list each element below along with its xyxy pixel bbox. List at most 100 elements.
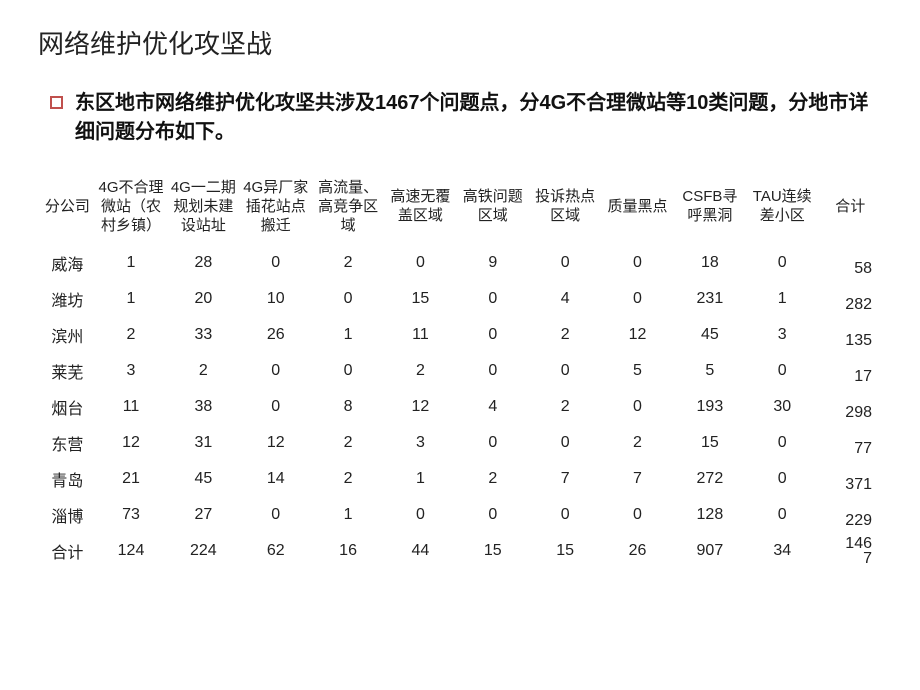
col-header: CSFB寻呼黑洞 bbox=[674, 175, 746, 245]
table-cell: 272 bbox=[674, 461, 746, 497]
table-row: 合计124224621644151526907341467 bbox=[40, 533, 882, 569]
table-cell: 合计 bbox=[40, 533, 95, 569]
table-cell: 0 bbox=[240, 497, 312, 533]
table-cell: 371 bbox=[818, 461, 882, 497]
table-cell: 2 bbox=[457, 461, 529, 497]
bullet-row: 东区地市网络维护优化攻坚共涉及1467个问题点，分4G不合理微站等10类问题，分… bbox=[38, 89, 882, 147]
table-cell: 2 bbox=[167, 353, 239, 389]
data-table: 分公司 4G不合理微站（农村乡镇） 4G一二期规划未建设站址 4G异厂家插花站点… bbox=[40, 175, 882, 569]
table-cell: 0 bbox=[746, 425, 818, 461]
table-row: 烟台1138081242019330298 bbox=[40, 389, 882, 425]
table-cell: 0 bbox=[384, 245, 456, 281]
table-cell: 0 bbox=[312, 353, 384, 389]
table-cell: 9 bbox=[457, 245, 529, 281]
table-cell: 11 bbox=[384, 317, 456, 353]
table-cell: 东营 bbox=[40, 425, 95, 461]
table-cell: 34 bbox=[746, 533, 818, 569]
table-cell: 20 bbox=[167, 281, 239, 317]
col-header: 高流量、高竞争区域 bbox=[312, 175, 384, 245]
col-header: 质量黑点 bbox=[601, 175, 673, 245]
table-cell: 烟台 bbox=[40, 389, 95, 425]
table-row: 莱芜320020055017 bbox=[40, 353, 882, 389]
table-cell: 62 bbox=[240, 533, 312, 569]
table-cell: 2 bbox=[384, 353, 456, 389]
table-cell: 1 bbox=[312, 317, 384, 353]
table-cell: 26 bbox=[601, 533, 673, 569]
table-cell: 莱芜 bbox=[40, 353, 95, 389]
table-cell: 124 bbox=[95, 533, 167, 569]
table-cell: 0 bbox=[746, 353, 818, 389]
table-cell: 威海 bbox=[40, 245, 95, 281]
table-cell: 1 bbox=[384, 461, 456, 497]
table-cell: 0 bbox=[529, 245, 601, 281]
table-cell: 1 bbox=[95, 245, 167, 281]
table-cell: 4 bbox=[457, 389, 529, 425]
table-cell: 44 bbox=[384, 533, 456, 569]
table-cell: 12 bbox=[95, 425, 167, 461]
table-cell: 21 bbox=[95, 461, 167, 497]
table-row: 淄博73270100001280229 bbox=[40, 497, 882, 533]
col-header: 4G不合理微站（农村乡镇） bbox=[95, 175, 167, 245]
table-cell: 10 bbox=[240, 281, 312, 317]
table-row: 青岛214514212772720371 bbox=[40, 461, 882, 497]
table-body: 威海12802090018058潍坊120100150402311282滨州23… bbox=[40, 245, 882, 569]
bullet-text: 东区地市网络维护优化攻坚共涉及1467个问题点，分4G不合理微站等10类问题，分… bbox=[75, 89, 882, 147]
table-cell: 1 bbox=[746, 281, 818, 317]
col-header: 高速无覆盖区域 bbox=[384, 175, 456, 245]
col-header: TAU连续差小区 bbox=[746, 175, 818, 245]
table-row: 威海12802090018058 bbox=[40, 245, 882, 281]
table-cell: 12 bbox=[384, 389, 456, 425]
table-cell: 15 bbox=[529, 533, 601, 569]
table-cell: 58 bbox=[818, 245, 882, 281]
table-cell: 淄博 bbox=[40, 497, 95, 533]
table-cell: 11 bbox=[95, 389, 167, 425]
table-cell: 229 bbox=[818, 497, 882, 533]
table-cell: 38 bbox=[167, 389, 239, 425]
table-cell: 12 bbox=[601, 317, 673, 353]
table-cell: 0 bbox=[240, 353, 312, 389]
table-cell: 128 bbox=[674, 497, 746, 533]
col-header: 4G异厂家插花站点搬迁 bbox=[240, 175, 312, 245]
table-cell: 7 bbox=[601, 461, 673, 497]
table-cell: 1 bbox=[312, 497, 384, 533]
table-row: 东营1231122300215077 bbox=[40, 425, 882, 461]
table-cell: 17 bbox=[818, 353, 882, 389]
table-cell: 135 bbox=[818, 317, 882, 353]
bullet-square-icon bbox=[50, 96, 63, 109]
data-table-wrap: 分公司 4G不合理微站（农村乡镇） 4G一二期规划未建设站址 4G异厂家插花站点… bbox=[38, 175, 882, 569]
table-cell: 0 bbox=[746, 461, 818, 497]
table-cell: 0 bbox=[240, 389, 312, 425]
table-cell: 0 bbox=[601, 245, 673, 281]
table-cell: 0 bbox=[746, 497, 818, 533]
table-cell: 0 bbox=[312, 281, 384, 317]
col-header: 4G一二期规划未建设站址 bbox=[167, 175, 239, 245]
table-cell: 28 bbox=[167, 245, 239, 281]
table-cell: 231 bbox=[674, 281, 746, 317]
table-cell: 5 bbox=[601, 353, 673, 389]
table-cell: 1 bbox=[95, 281, 167, 317]
table-cell: 0 bbox=[457, 497, 529, 533]
table-cell: 滨州 bbox=[40, 317, 95, 353]
table-cell: 0 bbox=[529, 497, 601, 533]
table-cell: 26 bbox=[240, 317, 312, 353]
col-header: 高铁问题区域 bbox=[457, 175, 529, 245]
table-cell: 2 bbox=[601, 425, 673, 461]
table-cell: 2 bbox=[529, 317, 601, 353]
table-cell: 潍坊 bbox=[40, 281, 95, 317]
page-title: 网络维护优化攻坚战 bbox=[38, 24, 882, 61]
table-cell: 0 bbox=[457, 281, 529, 317]
table-cell: 4 bbox=[529, 281, 601, 317]
table-row: 潍坊120100150402311282 bbox=[40, 281, 882, 317]
table-cell: 73 bbox=[95, 497, 167, 533]
table-cell: 45 bbox=[167, 461, 239, 497]
table-row: 滨州233261110212453135 bbox=[40, 317, 882, 353]
table-cell: 282 bbox=[818, 281, 882, 317]
table-cell: 0 bbox=[457, 425, 529, 461]
table-cell: 15 bbox=[384, 281, 456, 317]
table-cell: 0 bbox=[529, 425, 601, 461]
table-cell: 14 bbox=[240, 461, 312, 497]
table-cell: 33 bbox=[167, 317, 239, 353]
table-cell: 15 bbox=[674, 425, 746, 461]
table-cell: 12 bbox=[240, 425, 312, 461]
table-cell: 2 bbox=[529, 389, 601, 425]
